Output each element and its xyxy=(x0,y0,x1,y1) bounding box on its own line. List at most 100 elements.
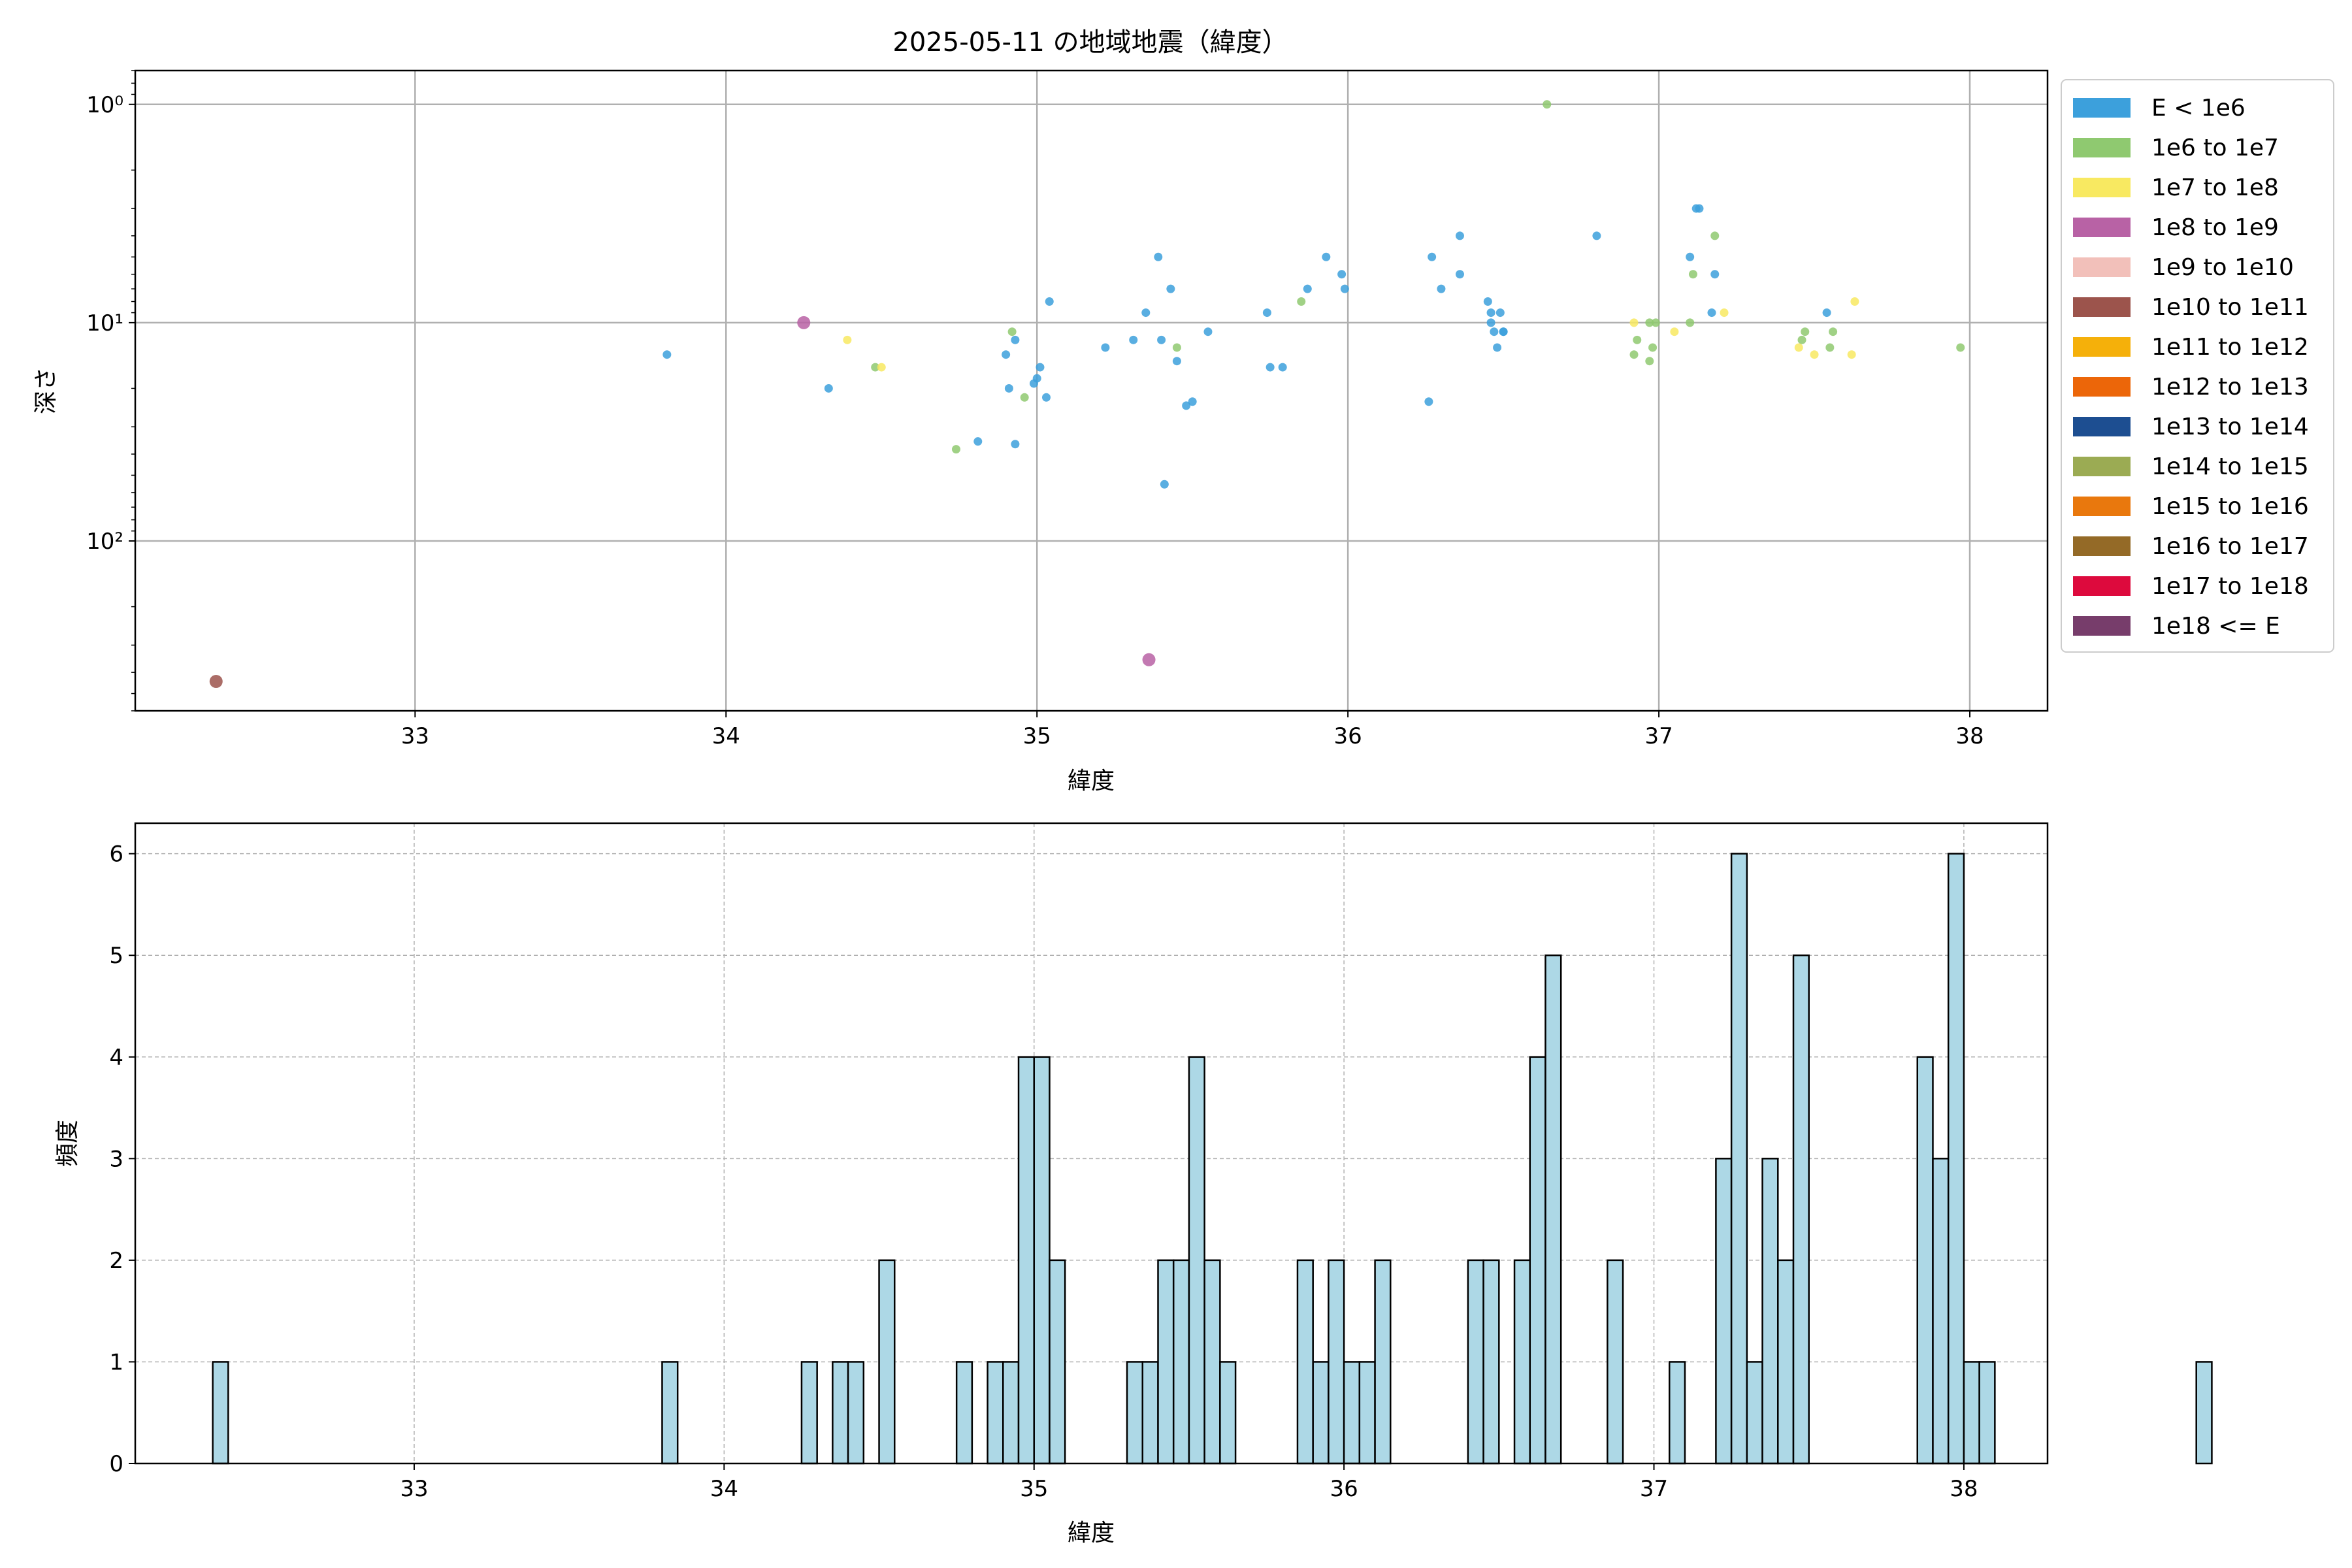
legend-swatch xyxy=(2073,457,2131,476)
legend-label: 1e14 to 1e15 xyxy=(2151,453,2309,480)
scatter-point xyxy=(1670,327,1679,336)
histogram-bar xyxy=(2195,1361,2213,1465)
legend-label: 1e8 to 1e9 xyxy=(2151,214,2279,241)
scatter-point xyxy=(1142,653,1156,666)
legend-label: 1e7 to 1e8 xyxy=(2151,174,2279,201)
scatter-point xyxy=(797,316,811,329)
legend-label: 1e17 to 1e18 xyxy=(2151,573,2309,600)
scatter-point xyxy=(1801,327,1810,336)
legend-label: 1e12 to 1e13 xyxy=(2151,374,2309,400)
histogram-bar xyxy=(1017,1056,1035,1465)
histogram-y-tick-label: 5 xyxy=(109,943,123,969)
scatter-x-axis-label: 緯度 xyxy=(1068,768,1115,794)
histogram-bar xyxy=(1761,1158,1779,1465)
scatter-points xyxy=(209,100,1965,688)
scatter-point xyxy=(1322,252,1331,261)
scatter-x-tick-label: 38 xyxy=(1955,723,1984,749)
scatter-point xyxy=(1278,363,1287,372)
legend-swatch xyxy=(2073,337,2131,357)
scatter-point xyxy=(662,350,672,359)
scatter-point xyxy=(1160,480,1169,489)
scatter-point xyxy=(1045,297,1054,306)
histogram-bar xyxy=(1916,1056,1934,1465)
scatter-point xyxy=(1486,308,1495,318)
histogram-x-axis-label: 緯度 xyxy=(1068,1520,1115,1546)
scatter-point xyxy=(1032,374,1041,383)
scatter-point xyxy=(1262,308,1271,318)
scatter-plot-area xyxy=(135,71,2048,711)
legend-label: 1e6 to 1e7 xyxy=(2151,135,2279,161)
histogram-y-tick-label: 3 xyxy=(109,1146,123,1172)
scatter-point xyxy=(1166,284,1175,293)
scatter-point xyxy=(1645,318,1654,327)
histogram-x-tick-label: 33 xyxy=(400,1476,428,1502)
scatter-y-ticks: 10⁰ 10¹ 10² xyxy=(86,70,135,711)
legend-swatch xyxy=(2073,497,2131,516)
scatter-x-tick-label: 35 xyxy=(1023,723,1051,749)
histogram-bar xyxy=(1358,1361,1376,1465)
histogram-bar xyxy=(1343,1361,1361,1465)
histogram-bar xyxy=(1467,1259,1484,1465)
scatter-point xyxy=(1629,350,1639,359)
histogram-bar xyxy=(1374,1259,1392,1465)
legend-swatch xyxy=(2073,377,2131,397)
histogram-y-tick-label: 6 xyxy=(109,841,123,868)
scatter-point xyxy=(1172,357,1181,366)
scatter-point xyxy=(1495,308,1505,318)
histogram-bar xyxy=(1963,1361,1980,1465)
scatter-x-tick-label: 37 xyxy=(1644,723,1673,749)
scatter-point xyxy=(1188,397,1197,406)
legend-label: 1e18 <= E xyxy=(2151,613,2280,640)
histogram-bar xyxy=(1188,1056,1205,1465)
histogram-bar xyxy=(1513,1259,1531,1465)
scatter-point xyxy=(1182,401,1191,410)
scatter-point xyxy=(1688,270,1697,279)
histogram-y-tick-label: 4 xyxy=(109,1045,123,1071)
histogram-bar xyxy=(1947,853,1965,1465)
histogram-x-tick-label: 35 xyxy=(1020,1476,1048,1502)
scatter-point xyxy=(1041,393,1051,402)
scatter-point xyxy=(1822,308,1831,318)
scatter-y-axis-label: 深さ xyxy=(33,367,59,414)
scatter-point xyxy=(1633,335,1642,344)
histogram-bar xyxy=(1033,1056,1051,1465)
scatter-point xyxy=(843,335,852,344)
histogram-x-tick-label: 37 xyxy=(1640,1476,1668,1502)
scatter-point xyxy=(209,674,223,688)
scatter-point xyxy=(1002,350,1011,359)
histogram-bar xyxy=(1482,1259,1500,1465)
scatter-point xyxy=(1297,297,1306,306)
histogram-bar xyxy=(832,1361,849,1465)
scatter-point xyxy=(1490,327,1499,336)
histogram-y-tick-label: 2 xyxy=(109,1248,123,1274)
histogram-bar xyxy=(1668,1361,1686,1465)
scatter-point xyxy=(1303,284,1312,293)
scatter-point xyxy=(1797,335,1806,344)
histogram-y-axis-label: 頻度 xyxy=(54,1120,81,1167)
scatter-point xyxy=(1141,308,1151,318)
scatter-point xyxy=(1266,363,1275,372)
scatter-point xyxy=(1020,393,1029,402)
scatter-point xyxy=(1710,270,1720,279)
histogram-bar xyxy=(1730,853,1748,1465)
scatter-point xyxy=(1707,308,1716,318)
scatter-point xyxy=(871,363,880,372)
histogram-y-ticks: 0 1 2 3 4 5 6 xyxy=(109,841,135,1477)
scatter-point xyxy=(1651,318,1660,327)
histogram-bar xyxy=(1002,1361,1020,1465)
legend-swatch xyxy=(2073,576,2131,596)
legend-swatch xyxy=(2073,616,2131,636)
legend-entries: E < 1e6 1e6 to 1e7 1e7 to 1e8 1e8 to 1e9 1e9… xyxy=(2073,95,2309,640)
scatter-point xyxy=(1129,335,1138,344)
scatter-point xyxy=(1428,252,1437,261)
scatter-point xyxy=(1825,343,1835,352)
histogram-plot-frame xyxy=(134,822,2049,1465)
scatter-x-ticks: 33 34 35 36 37 38 xyxy=(401,711,1984,749)
legend-label: 1e13 to 1e14 xyxy=(2151,414,2309,440)
histogram-bar xyxy=(1792,954,1810,1465)
histogram-bar xyxy=(1544,954,1562,1465)
histogram-bar xyxy=(661,1361,679,1465)
scatter-point xyxy=(951,445,960,454)
scatter-point xyxy=(1648,343,1658,352)
